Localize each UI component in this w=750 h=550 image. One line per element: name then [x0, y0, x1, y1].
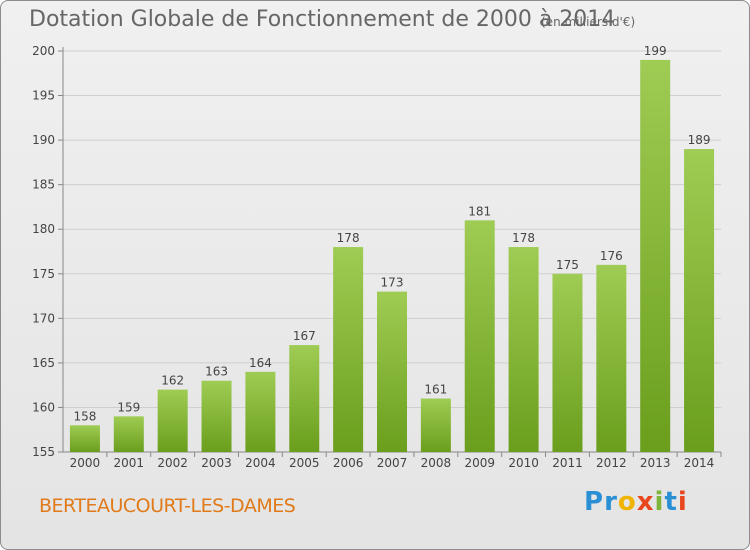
data-label: 162	[161, 374, 184, 388]
data-label: 159	[117, 400, 140, 414]
x-tick-label: 2003	[201, 456, 232, 470]
data-label: 163	[205, 365, 228, 379]
logo-letter: t	[664, 487, 678, 517]
bar-2003	[201, 380, 232, 452]
y-tick-label: 155	[32, 445, 55, 459]
x-tick-label: 2004	[245, 456, 276, 470]
y-tick-label: 200	[32, 44, 55, 58]
proxiti-logo: Proxiti	[584, 487, 688, 517]
logo-letter: P	[584, 487, 605, 517]
x-tick-label: 2009	[464, 456, 495, 470]
x-tick-label: 2005	[289, 456, 320, 470]
bar-2010	[508, 247, 539, 452]
logo-letter: i	[654, 487, 665, 517]
bar-2011	[552, 273, 583, 452]
data-label: 173	[381, 276, 404, 290]
x-tick-label: 2012	[596, 456, 627, 470]
x-tick-label: 2001	[114, 456, 145, 470]
x-tick-label: 2013	[640, 456, 671, 470]
axes: 155 160 165 170 175 180 185 190 195 200 2000 2001 20…	[32, 44, 722, 470]
chart-title: Dotation Globale de Fonctionnement de 20…	[29, 7, 616, 32]
x-tick-label: 2007	[377, 456, 408, 470]
x-tick-label: 2008	[421, 456, 452, 470]
bar-2004	[245, 371, 276, 452]
logo-letter: x	[636, 487, 655, 517]
y-tick-label: 170	[32, 311, 55, 325]
bar-2012	[596, 264, 627, 452]
bar-2008	[420, 398, 451, 452]
data-label: 178	[337, 231, 360, 245]
data-label: 175	[556, 258, 579, 272]
data-label: 199	[644, 44, 667, 58]
bar-2005	[289, 345, 320, 452]
bar-2007	[377, 291, 407, 452]
y-tick-label: 160	[32, 400, 55, 414]
bar-2014	[684, 149, 715, 452]
data-label: 158	[73, 409, 96, 423]
bar-2009	[464, 220, 495, 452]
commune-name: BERTEAUCOURT-LES-DAMES	[39, 495, 296, 517]
y-tick-label: 175	[32, 267, 55, 281]
x-tick-label: 2000	[70, 456, 101, 470]
data-label: 181	[468, 204, 491, 218]
data-label: 178	[512, 231, 535, 245]
logo-letter: i	[677, 487, 688, 517]
data-label: 161	[424, 383, 447, 397]
logo-letter: r	[604, 487, 618, 517]
data-label: 164	[249, 356, 272, 370]
bar-2006	[333, 247, 364, 452]
x-tick-label: 2014	[684, 456, 715, 470]
data-label: 167	[293, 329, 316, 343]
x-tick-label: 2011	[552, 456, 583, 470]
x-tick-label: 2002	[157, 456, 188, 470]
value-labels: 158 159 162 163 164 167 178 173 161 181 178 175 176 1…	[73, 44, 710, 423]
bar-2013	[640, 59, 671, 453]
y-tick-label: 195	[32, 89, 55, 103]
y-tick-label: 180	[32, 222, 55, 236]
logo-letter: o	[617, 487, 637, 517]
x-tick-label: 2006	[333, 456, 364, 470]
y-tick-label: 165	[32, 356, 55, 370]
bar-2000	[69, 425, 100, 452]
data-label: 189	[688, 133, 711, 147]
chart-subtitle: (en milliers d'€)	[541, 15, 636, 29]
data-label: 176	[600, 249, 623, 263]
y-tick-label: 190	[32, 133, 55, 147]
bar-2002	[157, 389, 188, 452]
bars	[69, 59, 715, 453]
y-tick-label: 185	[32, 178, 55, 192]
bar-2001	[113, 416, 144, 452]
x-tick-label: 2010	[508, 456, 539, 470]
